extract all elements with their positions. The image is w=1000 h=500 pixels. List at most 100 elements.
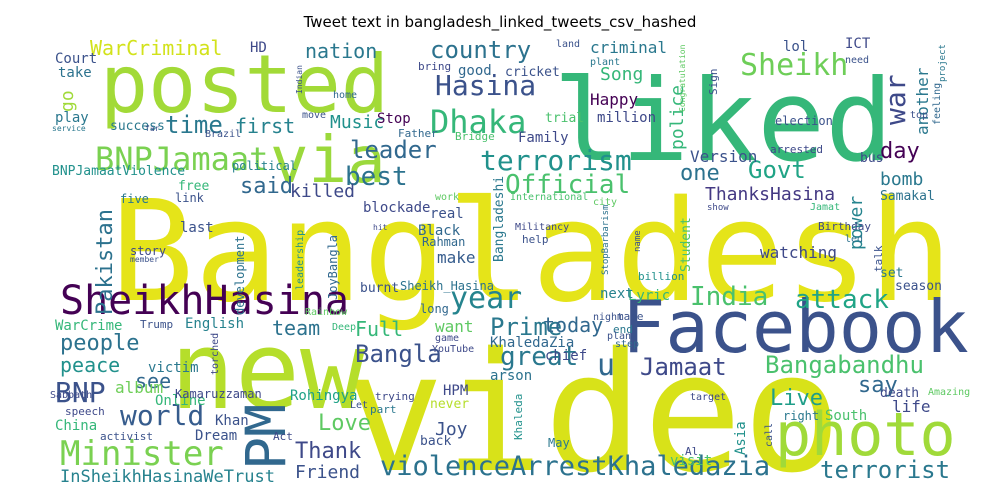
word: Sheikh: [740, 48, 848, 83]
word: project: [938, 44, 948, 82]
word: India: [690, 282, 768, 312]
word: BNPJamaatViolence: [52, 164, 185, 179]
word: hit: [373, 223, 388, 232]
word: death: [880, 386, 919, 401]
word: Happy: [590, 90, 639, 109]
word: Online: [155, 393, 206, 409]
word: leader: [350, 136, 437, 164]
word: Kamaruzzaman: [175, 387, 262, 401]
word: game: [435, 333, 459, 344]
word: political: [232, 159, 297, 173]
word: want: [435, 317, 474, 336]
word: world: [120, 399, 204, 432]
word: Asia: [733, 421, 749, 455]
word: BNP: [55, 376, 106, 409]
word: Full: [355, 317, 403, 341]
word: leadership: [295, 230, 306, 290]
word: speech: [65, 405, 105, 418]
word: Rohingya: [290, 388, 357, 404]
word: people: [60, 331, 139, 356]
word: Let: [350, 400, 368, 411]
word: Indian: [295, 65, 304, 94]
word: terrorist: [820, 456, 950, 484]
word: free: [178, 179, 209, 194]
word: new: [170, 309, 366, 434]
word: link: [175, 191, 205, 205]
word: go: [57, 90, 78, 112]
word: Bridge: [455, 130, 495, 143]
word: Dream: [195, 428, 237, 444]
word: help: [522, 233, 549, 246]
word: talk: [872, 245, 885, 272]
word: far: [145, 124, 160, 133]
word: WarCrime: [55, 318, 122, 334]
word: Brazil: [205, 129, 241, 140]
word: lol: [783, 39, 808, 55]
word: chief: [545, 348, 587, 364]
word: victim: [148, 360, 199, 376]
word: HPM: [443, 383, 468, 399]
word: Amazing: [928, 387, 970, 398]
word: watching: [760, 243, 837, 262]
word: Khan: [215, 413, 249, 429]
word: development: [233, 236, 247, 315]
word: feeling: [932, 83, 943, 125]
word: life: [892, 397, 931, 416]
word: day: [880, 139, 920, 164]
word: nation: [305, 39, 377, 63]
word: liked: [553, 55, 893, 187]
word: take: [58, 65, 92, 81]
word: made: [617, 310, 644, 323]
word: one: [680, 161, 720, 186]
word: bring: [418, 60, 451, 73]
word: power: [846, 196, 867, 250]
word: first: [235, 114, 295, 138]
word: city: [593, 197, 617, 208]
word: BNPJamaat: [95, 140, 268, 178]
word: success: [110, 119, 165, 134]
word: make: [437, 248, 476, 267]
word: right: [783, 409, 819, 423]
word: target: [690, 392, 726, 403]
word: Jamat: [810, 202, 840, 213]
word: Live: [770, 386, 823, 411]
word: Deep: [332, 322, 356, 333]
word: bus: [860, 151, 883, 166]
word: torched: [210, 333, 221, 375]
word: story: [130, 244, 166, 258]
word: JoyBangla: [326, 235, 340, 300]
word: arrested: [770, 143, 823, 156]
word: good: [458, 63, 492, 79]
word: Militancy: [515, 222, 569, 233]
word: night: [593, 312, 623, 323]
word: peace: [60, 353, 120, 377]
word: Version: [690, 147, 757, 166]
word: May: [548, 436, 570, 450]
word: Bangladeshi: [492, 176, 507, 262]
word: end: [613, 323, 633, 336]
word: South: [825, 408, 867, 424]
word: Stop: [377, 111, 411, 127]
word: said: [240, 174, 293, 199]
word: home: [333, 90, 357, 101]
word: call: [764, 423, 775, 447]
word: long: [420, 302, 449, 316]
word: police: [667, 85, 688, 150]
word: International: [510, 192, 588, 203]
word: Court: [55, 51, 97, 67]
word: YouTube: [432, 344, 474, 355]
word: bomb: [880, 169, 923, 190]
word: Minister: [60, 434, 224, 474]
word: next: [600, 286, 634, 302]
word: InSheikhHasinaWeTrust: [60, 467, 275, 487]
word: election: [775, 114, 833, 128]
word: Rainbow: [305, 307, 348, 318]
word: Birthday: [818, 220, 871, 233]
word: service: [52, 124, 86, 133]
word: Thank: [295, 439, 361, 464]
word: attack: [795, 285, 889, 315]
word: Bangla: [355, 340, 442, 368]
